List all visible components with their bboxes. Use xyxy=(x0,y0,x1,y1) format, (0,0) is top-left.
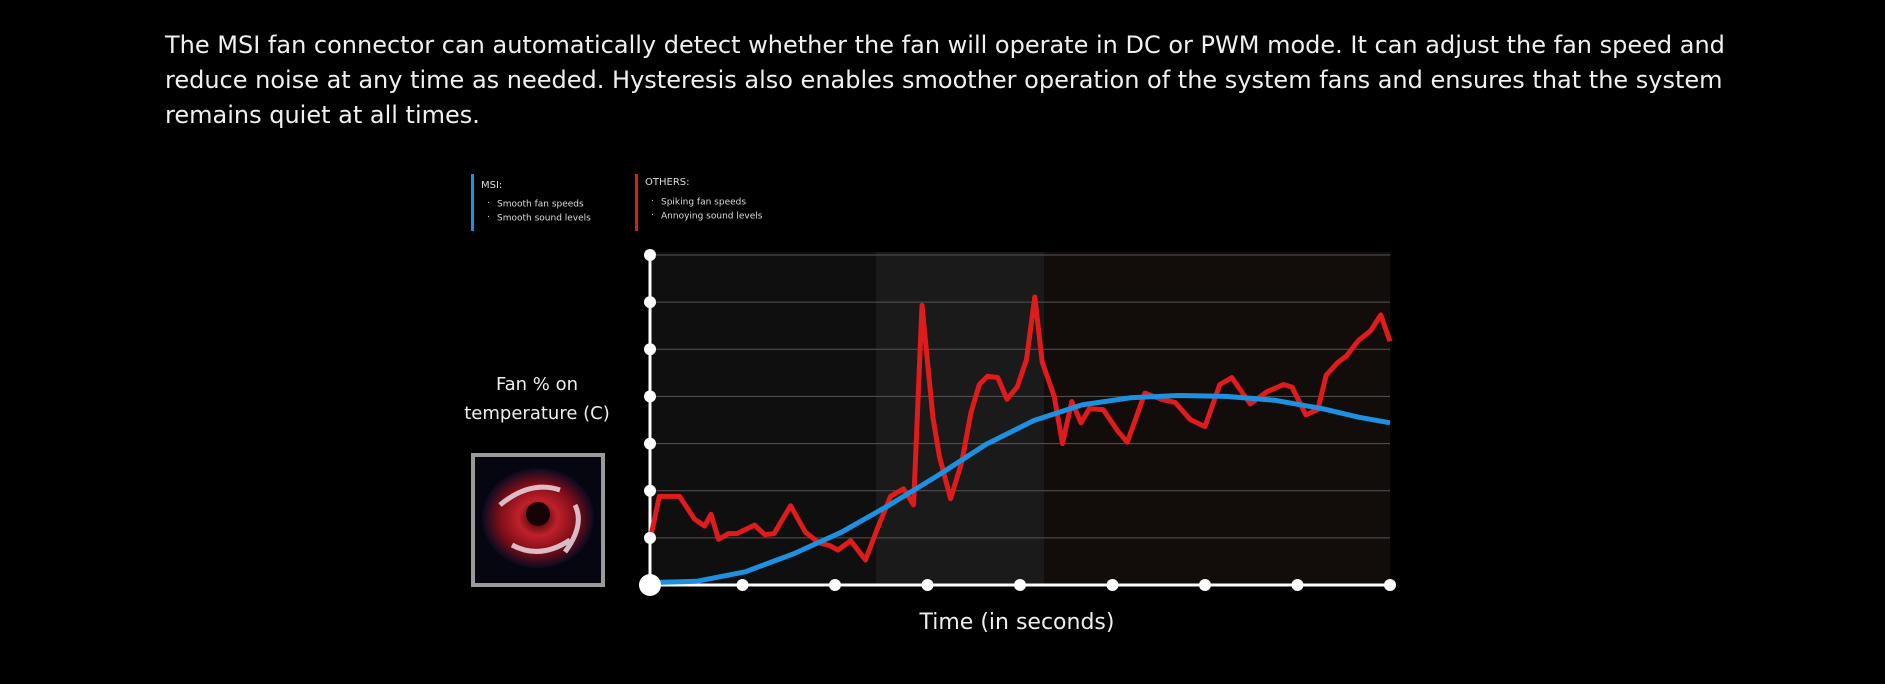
intro-text: The MSI fan connector can automatically … xyxy=(165,31,1725,129)
legend-swatch xyxy=(471,174,474,231)
y-tick-mark xyxy=(644,390,656,403)
y-axis-label: Fan % on temperature (C) xyxy=(464,374,610,424)
legend-bullet: · xyxy=(651,211,654,221)
y-tick-mark xyxy=(644,296,656,309)
x-tick-mark xyxy=(921,579,934,591)
x-tick-mark xyxy=(1384,579,1396,591)
legend-note: Annoying sound levels xyxy=(661,212,763,222)
y-tick-mark xyxy=(644,437,656,450)
x-tick-mark xyxy=(1014,579,1026,591)
legend-bullet: · xyxy=(487,199,490,209)
legend-bullet: · xyxy=(487,213,490,223)
x-tick-mark xyxy=(639,574,661,596)
panel xyxy=(650,252,876,585)
y-tick-mark xyxy=(644,249,656,261)
legend-title: OTHERS: xyxy=(645,177,689,188)
panel xyxy=(1044,252,1390,585)
legend-note: Spiking fan speeds xyxy=(661,198,746,208)
y-tick-mark xyxy=(644,343,656,356)
x-tick-mark xyxy=(1106,579,1119,591)
x-tick-mark xyxy=(1291,579,1304,591)
legend-note: Smooth fan speeds xyxy=(497,200,584,210)
x-tick-mark xyxy=(736,579,749,591)
x-tick-mark xyxy=(1199,579,1211,591)
y-tick-mark xyxy=(644,484,656,497)
fan-image xyxy=(471,453,605,587)
legend-bullet: · xyxy=(651,197,654,207)
x-axis-label: Time (in seconds) xyxy=(919,610,1115,635)
y-tick-mark xyxy=(644,531,656,544)
legend-note: Smooth sound levels xyxy=(497,214,591,224)
legend-swatch xyxy=(635,174,638,231)
series-line xyxy=(649,393,1391,586)
panel xyxy=(876,252,1044,585)
legend-title: MSI: xyxy=(481,180,502,191)
series-line xyxy=(647,294,1393,563)
x-tick-mark xyxy=(829,579,841,591)
